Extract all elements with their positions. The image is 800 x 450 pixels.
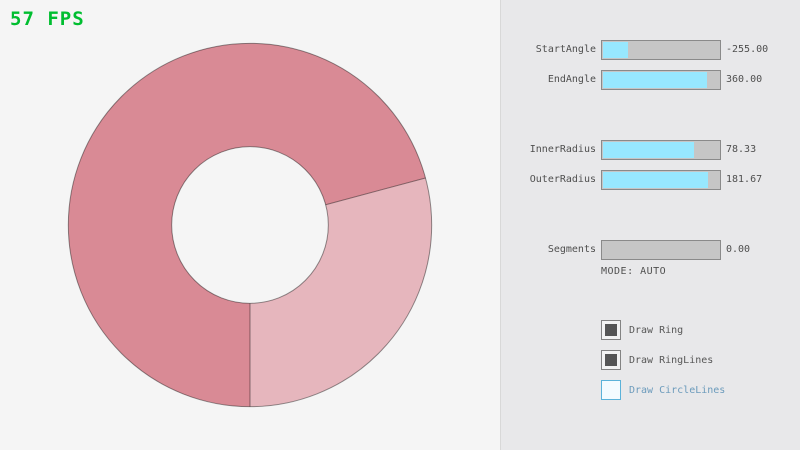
slider-row-innerradius: InnerRadius 78.33 — [501, 140, 800, 160]
draw-ring-checkbox[interactable] — [601, 320, 621, 340]
endangle-value: 360.00 — [726, 74, 763, 85]
fps-counter: 57 FPS — [10, 8, 85, 30]
draw-ringlines-checkbox[interactable] — [601, 350, 621, 370]
outerradius-slider-fill — [603, 172, 709, 188]
slider-row-endangle: EndAngle 360.00 — [501, 70, 800, 90]
innerradius-slider-fill — [603, 142, 694, 158]
endangle-label: EndAngle — [547, 74, 596, 85]
slider-row-segments: Segments 0.00 — [501, 240, 800, 260]
slider-row-outerradius: OuterRadius 181.67 — [501, 170, 800, 190]
controls-panel: StartAngle -255.00 EndAngle 360.00 Inner… — [500, 0, 800, 450]
ring-inner-outline — [171, 146, 329, 304]
startangle-label: StartAngle — [535, 44, 596, 55]
innerradius-value: 78.33 — [726, 144, 757, 155]
outerradius-value: 181.67 — [726, 174, 763, 185]
ring-sector — [250, 177, 432, 407]
endangle-slider-fill — [603, 72, 708, 88]
segments-value: 0.00 — [726, 244, 751, 255]
startangle-slider-fill — [603, 42, 629, 58]
startangle-value: -255.00 — [726, 44, 769, 55]
endangle-slider[interactable] — [601, 70, 721, 90]
slider-row-startangle: StartAngle -255.00 — [501, 40, 800, 60]
draw-circlelines-label: Draw CircleLines — [629, 384, 726, 396]
segments-label: Segments — [547, 244, 596, 255]
outerradius-slider[interactable] — [601, 170, 721, 190]
innerradius-label: InnerRadius — [529, 144, 596, 155]
segments-slider[interactable] — [601, 240, 721, 260]
checkbox-row-draw-ringlines: Draw RingLines — [601, 350, 713, 370]
draw-ring-label: Draw Ring — [629, 324, 684, 336]
ring-outer-outline — [67, 42, 433, 408]
segments-mode-label: MODE: AUTO — [601, 266, 667, 277]
startangle-slider[interactable] — [601, 40, 721, 60]
ring-sector — [68, 43, 426, 407]
draw-ringlines-label: Draw RingLines — [629, 354, 714, 366]
ring-radial-line — [325, 177, 426, 206]
draw-circlelines-checkbox[interactable] — [601, 380, 621, 400]
checkbox-row-draw-circlelines: Draw CircleLines — [601, 380, 725, 400]
checkbox-row-draw-ring: Draw Ring — [601, 320, 683, 340]
outerradius-label: OuterRadius — [529, 174, 596, 185]
innerradius-slider[interactable] — [601, 140, 721, 160]
